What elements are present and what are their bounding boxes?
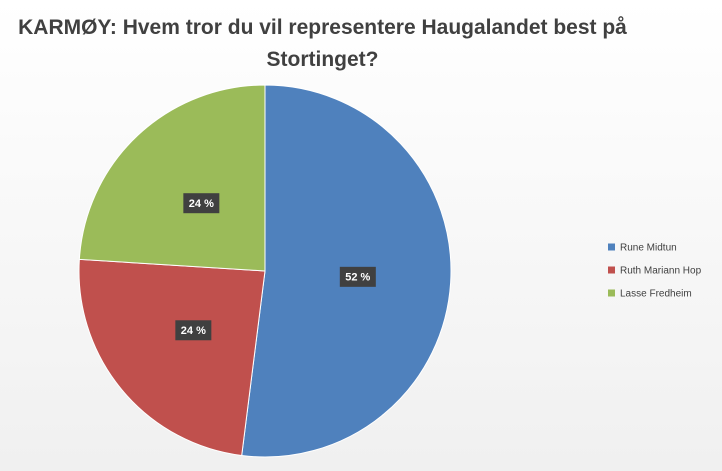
data-label: 24 % <box>181 325 206 337</box>
legend-label: Lasse Fredheim <box>620 289 692 300</box>
label-box <box>175 320 212 341</box>
legend-label: Ruth Mariann Hop <box>620 266 702 277</box>
label-box <box>183 193 220 214</box>
data-label: 24 % <box>189 198 214 210</box>
pie-slice <box>78 84 266 272</box>
label-box <box>339 266 376 287</box>
legend-swatch <box>608 289 615 297</box>
data-label: 52 % <box>345 272 370 284</box>
pie-slice <box>78 258 266 457</box>
chart-title: KARMØY: Hvem tror du vil representere Ha… <box>18 16 627 71</box>
legend-swatch <box>608 266 615 274</box>
legend-swatch <box>608 243 615 251</box>
legend-label: Rune Midtun <box>620 243 677 254</box>
